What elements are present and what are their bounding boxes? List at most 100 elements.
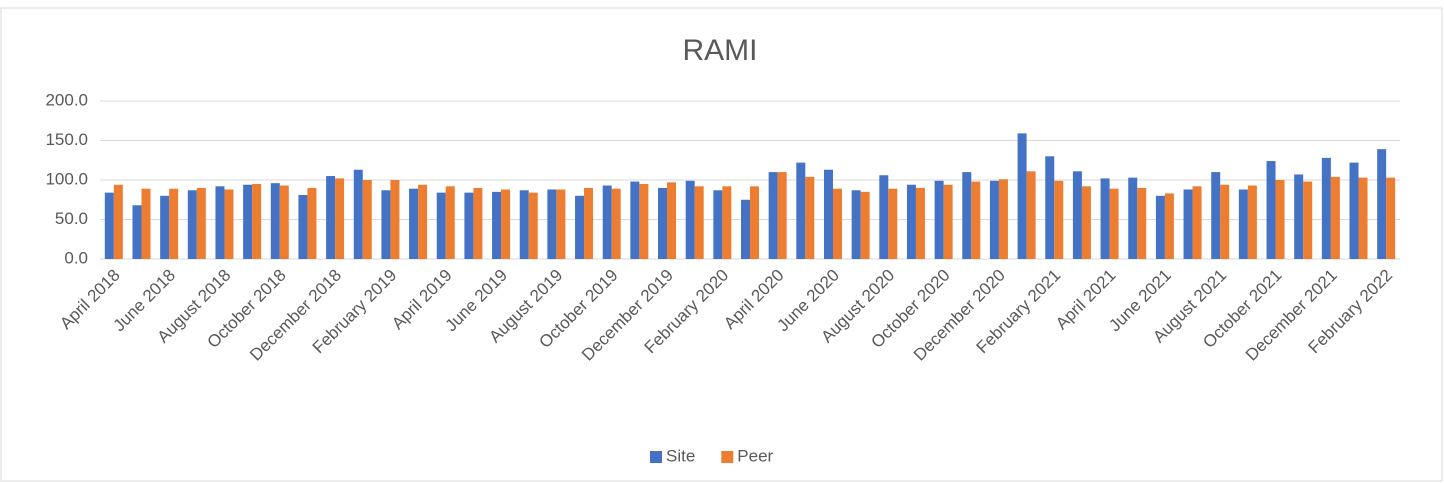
bar — [832, 188, 842, 259]
bar — [915, 187, 925, 259]
y-tick-label: 100.0 — [45, 169, 88, 188]
bar — [639, 183, 649, 259]
bar — [962, 172, 972, 259]
bar — [1377, 149, 1387, 259]
bar — [1137, 187, 1147, 259]
bar — [252, 183, 262, 259]
bar — [1017, 133, 1027, 259]
bar — [611, 188, 621, 259]
bar — [196, 187, 206, 259]
bar — [1266, 161, 1276, 259]
bar — [464, 192, 474, 259]
bar — [104, 192, 114, 259]
bar — [879, 175, 889, 259]
bar — [971, 181, 981, 259]
chart-title: RAMI — [683, 34, 758, 67]
bar — [113, 184, 123, 259]
bar — [169, 188, 179, 259]
bar — [528, 192, 538, 259]
bar — [1164, 193, 1174, 259]
y-tick-label: 200.0 — [45, 90, 88, 109]
bar — [132, 205, 142, 259]
bar — [418, 184, 428, 259]
bar — [381, 190, 391, 259]
bar — [307, 187, 317, 259]
bar — [362, 180, 372, 259]
bar — [1100, 178, 1110, 259]
bar — [888, 188, 898, 259]
bar — [1330, 176, 1340, 259]
y-tick-label: 0.0 — [64, 248, 88, 267]
bar — [224, 189, 234, 259]
bar — [906, 184, 916, 259]
bar — [1026, 171, 1036, 259]
bar — [750, 186, 759, 259]
bar — [187, 190, 197, 259]
bar — [409, 188, 419, 259]
legend-label: Peer — [737, 446, 773, 465]
bar — [1386, 177, 1396, 259]
bar — [685, 180, 695, 259]
bar — [1054, 180, 1064, 259]
bar — [556, 189, 566, 259]
bar — [445, 186, 455, 259]
bar — [943, 184, 953, 259]
bar — [519, 190, 529, 259]
bar — [851, 190, 861, 259]
bar — [1128, 177, 1138, 259]
bar — [1155, 195, 1165, 259]
bar — [1358, 177, 1368, 259]
bar — [602, 185, 612, 259]
bar — [501, 189, 511, 259]
bar — [492, 191, 502, 259]
bar — [989, 180, 999, 259]
bar — [160, 195, 170, 259]
bar — [998, 179, 1008, 259]
legend-swatch — [721, 451, 734, 463]
y-tick-label: 50.0 — [55, 209, 88, 228]
bar — [1192, 186, 1202, 259]
bar — [667, 182, 677, 259]
bar — [1294, 174, 1304, 259]
y-tick-label: 150.0 — [45, 130, 88, 149]
bar — [1303, 181, 1313, 259]
bar — [1220, 184, 1230, 259]
bar — [390, 180, 400, 259]
legend-swatch — [650, 451, 662, 463]
bar — [1183, 189, 1193, 259]
bar — [335, 178, 345, 259]
bar — [243, 184, 253, 259]
bar — [1238, 189, 1248, 259]
bar — [547, 189, 557, 259]
bar — [658, 187, 668, 259]
legend-label: Site — [666, 446, 695, 465]
bar — [713, 190, 723, 259]
bar — [1275, 180, 1285, 259]
bar — [934, 180, 944, 259]
bar — [1109, 188, 1119, 259]
bar — [279, 185, 289, 259]
bar — [141, 188, 151, 259]
bar — [1247, 185, 1257, 259]
bar — [436, 192, 446, 259]
bar — [1321, 157, 1331, 259]
bar — [298, 195, 308, 259]
bar — [823, 169, 833, 259]
bar — [1211, 172, 1221, 259]
bar — [796, 162, 806, 259]
bar — [215, 186, 225, 259]
bar — [1081, 186, 1091, 259]
bar — [768, 172, 778, 259]
bar — [805, 176, 815, 259]
bar — [584, 187, 594, 259]
bar — [1072, 171, 1082, 259]
bar — [270, 183, 280, 259]
bar — [473, 187, 483, 259]
bar — [326, 176, 336, 259]
bar — [353, 169, 363, 259]
bar — [722, 186, 732, 259]
bar — [860, 191, 870, 259]
bar — [777, 172, 787, 259]
